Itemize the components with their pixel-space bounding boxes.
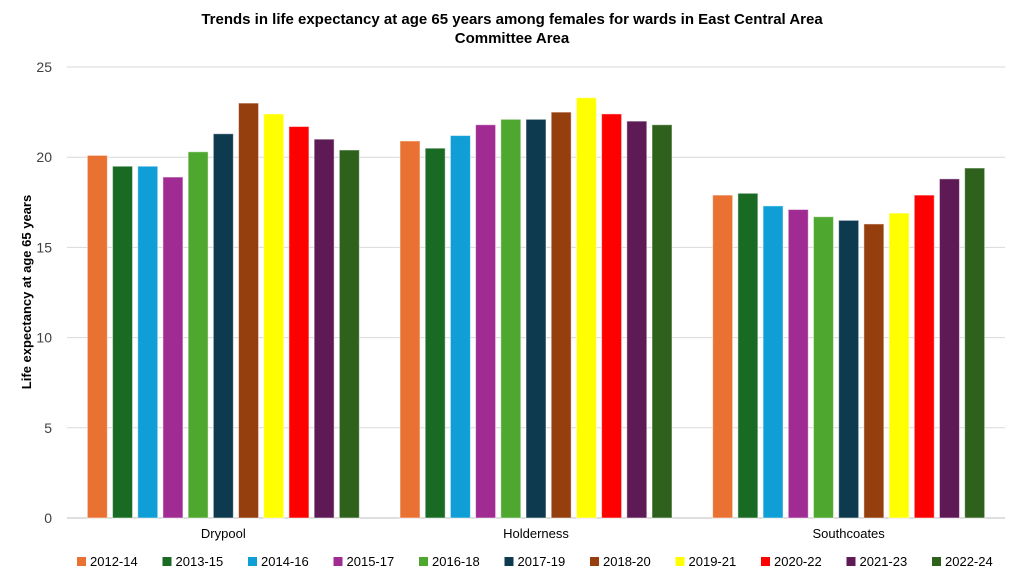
legend-label: 2017-19 (518, 554, 566, 569)
x-tick-label: Holderness (503, 526, 569, 541)
y-tick-label: 25 (36, 59, 52, 75)
legend-label: 2012-14 (90, 554, 138, 569)
y-tick-label: 15 (36, 239, 52, 255)
bar-2016-18-Southcoates (812, 216, 834, 519)
bar-2018-20-Drypool (238, 102, 260, 519)
legend-label: 2013-15 (176, 554, 224, 569)
bar-2019-21-Southcoates (888, 212, 910, 519)
bar-2012-14-Holderness (399, 140, 421, 519)
legend-swatch (846, 557, 856, 566)
bar-2021-23-Drypool (313, 138, 335, 519)
bar-2014-16-Southcoates (762, 205, 784, 519)
chart-title-line-2: Committee Area (454, 30, 570, 47)
legend-swatch (590, 557, 599, 566)
bar-2022-24-Southcoates (964, 167, 986, 519)
y-axis-label: Life expectancy at age 65 years (19, 195, 34, 389)
bar-2017-19-Drypool (212, 133, 234, 519)
bar-2017-19-Southcoates (838, 219, 860, 519)
bar-2013-15-Drypool (112, 165, 134, 519)
legend-label: 2016-18 (432, 554, 480, 569)
bar-2021-23-Holderness (626, 120, 648, 519)
bar-2019-21-Holderness (575, 97, 597, 519)
bar-2012-14-Drypool (86, 154, 108, 519)
bar-2022-24-Drypool (338, 149, 360, 519)
y-tick-label: 5 (44, 420, 52, 436)
bar-2018-20-Southcoates (863, 223, 885, 519)
bar-2015-17-Southcoates (787, 209, 809, 519)
bar-2015-17-Drypool (162, 176, 184, 519)
bar-2014-16-Drypool (137, 165, 159, 519)
bar-2020-22-Southcoates (913, 194, 935, 519)
bar-2012-14-Southcoates (712, 194, 734, 519)
legend-swatch (248, 557, 257, 566)
legend-swatch (761, 557, 770, 566)
legend-label: 2018-20 (603, 554, 651, 569)
bar-2022-24-Holderness (651, 124, 673, 519)
legend-label: 2019-21 (689, 554, 737, 569)
bar-2018-20-Holderness (550, 111, 572, 519)
bar-2016-18-Holderness (500, 118, 522, 519)
legend-swatch (932, 557, 941, 566)
bar-2015-17-Holderness (475, 124, 497, 519)
bar-2013-15-Holderness (424, 147, 446, 519)
legend-label: 2015-17 (347, 554, 395, 569)
legend-swatch (504, 557, 514, 566)
bar-2017-19-Holderness (525, 118, 547, 519)
y-tick-label: 0 (44, 510, 52, 526)
y-tick-label: 20 (36, 149, 52, 165)
bar-2016-18-Drypool (187, 151, 209, 519)
bar-2020-22-Drypool (288, 126, 310, 519)
chart-title-line-1: Trends in life expectancy at age 65 year… (201, 11, 823, 28)
bar-2021-23-Southcoates (938, 178, 960, 519)
legend-label: 2021-23 (860, 554, 908, 569)
y-tick-label: 10 (36, 330, 52, 346)
legend-swatch (77, 557, 86, 566)
legend-swatch (162, 557, 172, 566)
legend-swatch (419, 557, 428, 566)
bar-2019-21-Drypool (263, 113, 285, 519)
legend-swatch (675, 557, 685, 566)
legend-label: 2022-24 (945, 554, 993, 569)
x-tick-label: Southcoates (813, 526, 886, 541)
chart-title: Trends in life expectancy at age 65 year… (0, 10, 1024, 48)
legend-label: 2014-16 (261, 554, 309, 569)
bar-2020-22-Holderness (601, 113, 623, 519)
legend-swatch (333, 557, 343, 566)
x-tick-label: Drypool (201, 526, 246, 541)
bar-2013-15-Southcoates (737, 192, 759, 519)
bar-2014-16-Holderness (449, 135, 471, 519)
legend-label: 2020-22 (774, 554, 822, 569)
